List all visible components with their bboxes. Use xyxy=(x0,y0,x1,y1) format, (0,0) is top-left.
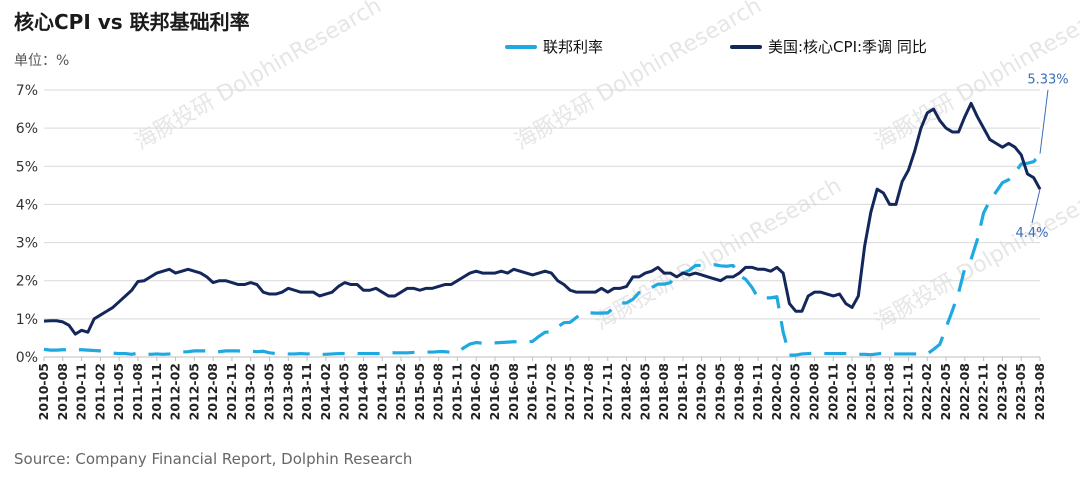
x-tick-label: 2020-11 xyxy=(825,363,840,420)
x-tick-label: 2014-05 xyxy=(337,363,352,420)
x-tick-label: 2023-05 xyxy=(1013,363,1028,420)
x-tick-label: 2016-02 xyxy=(468,363,483,420)
x-tick-label: 2014-02 xyxy=(318,363,333,420)
x-tick-label: 2015-02 xyxy=(393,363,408,420)
legend-label-cpi: 美国:核心CPI:季调 同比 xyxy=(768,38,927,56)
unit-label: 单位：% xyxy=(14,53,70,69)
x-tick-label: 2011-11 xyxy=(149,363,164,420)
x-tick-label: 2018-02 xyxy=(619,363,634,420)
watermark-text: 海豚投研 DolphinResearch xyxy=(131,0,386,155)
x-tick-label: 2011-08 xyxy=(130,363,145,420)
legend-swatch-cpi xyxy=(730,44,762,49)
x-tick-label: 2016-05 xyxy=(487,363,502,420)
x-tick-label: 2020-08 xyxy=(806,363,821,420)
x-tick-label: 2018-11 xyxy=(675,363,690,420)
watermark-text: 海豚投研 DolphinResearch xyxy=(871,173,1080,335)
x-tick-label: 2020-05 xyxy=(788,363,803,420)
x-tick-label: 2011-05 xyxy=(111,363,126,420)
x-tick-label: 2022-11 xyxy=(976,363,991,420)
legend-item-rate: 联邦利率 xyxy=(505,36,603,57)
x-tick-label: 2016-11 xyxy=(525,363,540,420)
x-tick-label: 2013-11 xyxy=(299,363,314,420)
x-tick-label: 2020-02 xyxy=(769,363,784,420)
legend-label-rate: 联邦利率 xyxy=(543,38,604,56)
y-tick-label: 7% xyxy=(16,83,38,99)
watermark-text: 海豚投研 DolphinResearch xyxy=(591,173,846,335)
annotation-label: 4.4% xyxy=(1015,226,1048,241)
x-tick-label: 2013-05 xyxy=(262,363,277,420)
legend-swatch-rate xyxy=(505,44,537,49)
x-tick-label: 2012-11 xyxy=(224,363,239,420)
y-tick-label: 4% xyxy=(16,197,38,213)
x-tick-label: 2021-11 xyxy=(900,363,915,420)
x-tick-label: 2021-08 xyxy=(882,363,897,420)
x-tick-label: 2014-11 xyxy=(374,363,389,420)
x-tick-label: 2022-05 xyxy=(938,363,953,420)
annotation-leader xyxy=(1031,189,1041,224)
x-tick-label: 2021-05 xyxy=(863,363,878,420)
x-tick-label: 2023-02 xyxy=(994,363,1009,420)
x-tick-label: 2022-08 xyxy=(957,363,972,420)
annotation-label: 5.33% xyxy=(1027,73,1068,88)
series-line-rate xyxy=(43,152,1042,357)
watermark-text: 海豚投研 DolphinResearch xyxy=(511,0,766,155)
y-tick-label: 5% xyxy=(16,159,38,175)
x-tick-label: 2018-05 xyxy=(637,363,652,420)
y-tick-label: 1% xyxy=(16,312,38,328)
x-tick-label: 2017-11 xyxy=(600,363,615,420)
x-tick-label: 2014-08 xyxy=(355,363,370,420)
annotation-leader xyxy=(1039,89,1049,154)
x-tick-label: 2017-05 xyxy=(562,363,577,420)
x-tick-label: 2012-05 xyxy=(186,363,201,420)
x-tick-label: 2010-08 xyxy=(55,363,70,420)
x-tick-label: 2010-11 xyxy=(74,363,89,420)
x-tick-label: 2023-08 xyxy=(1032,363,1047,420)
x-tick-label: 2017-02 xyxy=(543,363,558,420)
x-tick-label: 2019-05 xyxy=(713,363,728,420)
y-tick-label: 6% xyxy=(16,121,38,137)
x-tick-label: 2010-05 xyxy=(36,363,51,420)
x-tick-label: 2013-08 xyxy=(280,363,295,420)
x-tick-label: 2012-08 xyxy=(205,363,220,420)
x-tick-label: 2015-11 xyxy=(449,363,464,420)
x-tick-label: 2017-08 xyxy=(581,363,596,420)
x-tick-label: 2012-02 xyxy=(168,363,183,420)
x-tick-label: 2013-02 xyxy=(243,363,258,420)
x-tick-label: 2019-08 xyxy=(731,363,746,420)
x-tick-label: 2018-08 xyxy=(656,363,671,420)
x-tick-label: 2022-02 xyxy=(919,363,934,420)
source-note: Source: Company Financial Report, Dolphi… xyxy=(14,450,413,468)
legend-item-cpi: 美国:核心CPI:季调 同比 xyxy=(730,36,927,57)
x-tick-label: 2016-08 xyxy=(506,363,521,420)
y-tick-label: 3% xyxy=(16,236,38,252)
x-tick-label: 2021-02 xyxy=(844,363,859,420)
series-line-cpi xyxy=(43,101,1042,336)
x-tick-label: 2015-08 xyxy=(431,363,446,420)
chart-title: 核心CPI vs 联邦基础利率 xyxy=(14,10,250,34)
x-tick-label: 2015-05 xyxy=(412,363,427,420)
y-tick-label: 2% xyxy=(16,274,38,290)
y-tick-label: 0% xyxy=(16,350,38,366)
x-tick-label: 2019-11 xyxy=(750,363,765,420)
x-tick-label: 2011-02 xyxy=(92,363,107,420)
x-tick-label: 2019-02 xyxy=(694,363,709,420)
